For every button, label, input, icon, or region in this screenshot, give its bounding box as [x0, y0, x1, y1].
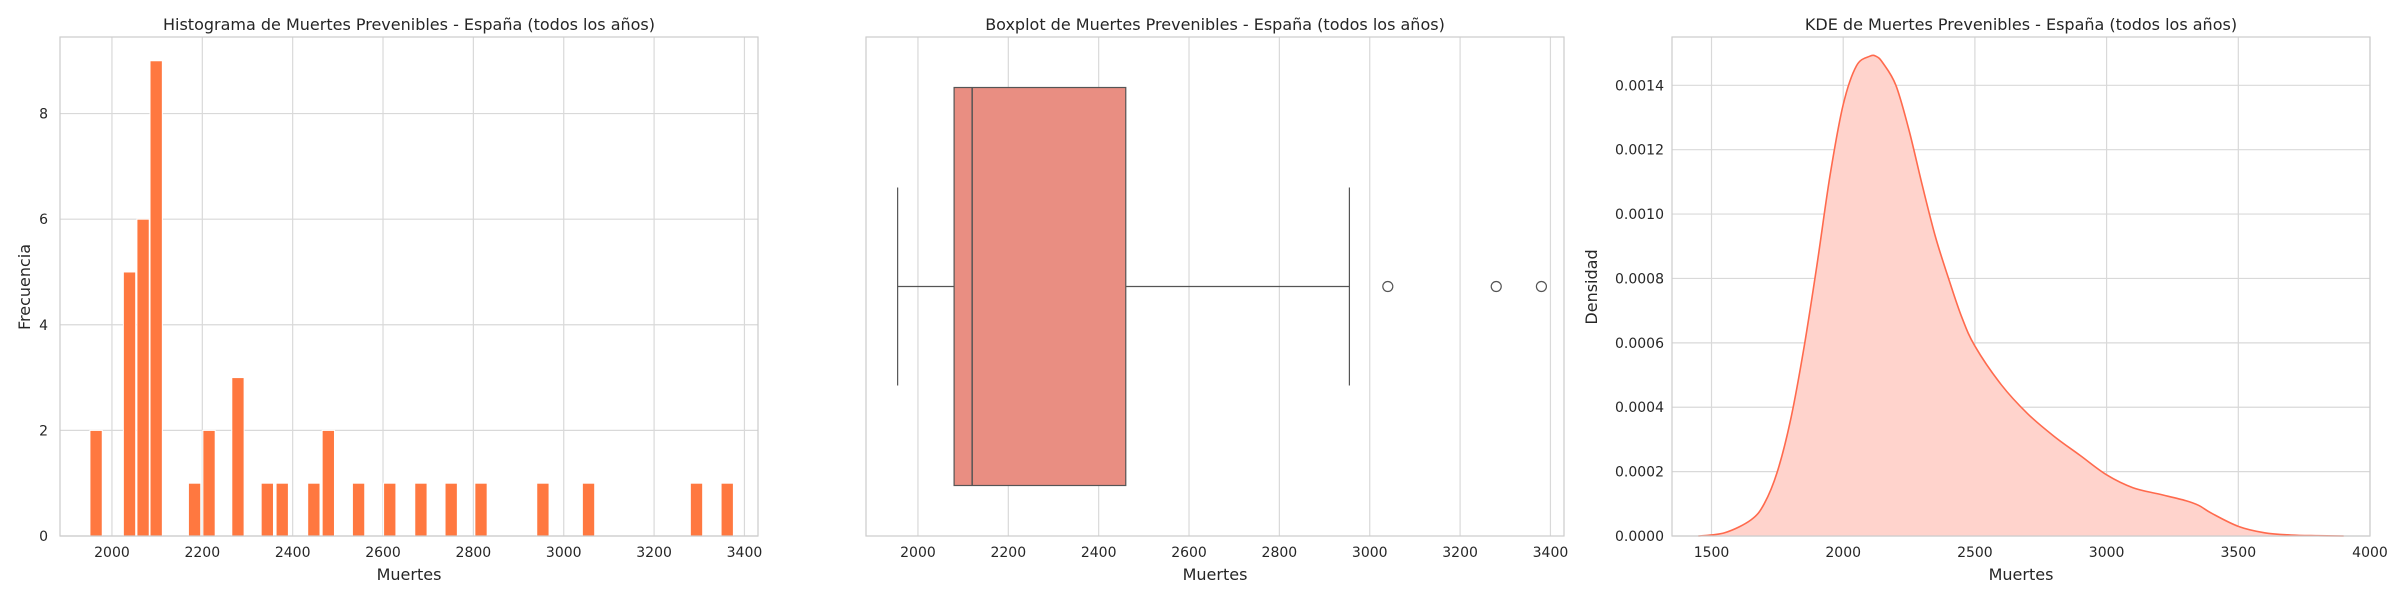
kde-x-tick-label: 2000 — [1825, 545, 1861, 561]
kde-y-ticks: 0.0000 0.0002 0.0004 0.0006 0.0008 0.0010 0.00… — [1615, 78, 1664, 545]
boxplot-marks — [897, 86, 1548, 487]
boxplot-x-label: Muertes — [1183, 565, 1248, 584]
histogram-bar — [122, 271, 137, 537]
histogram-bar — [187, 482, 202, 537]
histogram-x-label: Muertes — [377, 565, 442, 584]
kde-x-tick-label: 3500 — [2220, 545, 2256, 561]
kde-x-tick-label: 2500 — [1957, 545, 1993, 561]
histogram-frame — [59, 36, 759, 537]
histogram-x-ticks: 2000 2200 2400 2600 2800 3000 3200 3400 — [94, 545, 762, 561]
histogram-bar — [689, 482, 704, 537]
kde-y-tick-label: 0.0012 — [1615, 143, 1664, 159]
histogram-bar — [307, 482, 321, 537]
histogram-bar — [351, 482, 366, 537]
kde-title: KDE de Muertes Prevenibles - España (tod… — [1805, 15, 2237, 34]
histogram-y-tick-label: 0 — [39, 529, 48, 545]
boxplot-x-tick-label: 3200 — [1442, 545, 1478, 561]
histogram-y-ticks: 0 2 4 6 8 — [39, 107, 48, 545]
histogram-bar — [231, 377, 245, 537]
histogram-y-tick-label: 4 — [39, 318, 48, 334]
histogram-title: Histograma de Muertes Prevenibles - Espa… — [163, 15, 655, 34]
histogram-bar — [414, 482, 428, 537]
histogram-x-tick-label: 3200 — [636, 545, 672, 561]
kde-y-tick-label: 0.0008 — [1615, 271, 1664, 287]
kde-line — [1698, 54, 2344, 537]
histogram-bar — [136, 218, 150, 537]
histogram-bar — [444, 482, 458, 537]
kde-y-tick-label: 0.0004 — [1615, 400, 1664, 416]
boxplot-x-tick-label: 2200 — [990, 545, 1026, 561]
boxplot-box — [953, 86, 1127, 487]
kde-x-tick-label: 1500 — [1694, 545, 1730, 561]
histogram-y-tick-label: 8 — [39, 107, 48, 123]
boxplot-panel: Boxplot de Muertes Prevenibles - España … — [865, 15, 1568, 584]
boxplot-outlier — [1490, 280, 1502, 293]
histogram-x-tick-label: 2000 — [94, 545, 130, 561]
kde-y-tick-label: 0.0014 — [1615, 78, 1664, 94]
kde-y-tick-label: 0.0006 — [1615, 336, 1664, 352]
boxplot-x-tick-label: 2800 — [1262, 545, 1298, 561]
kde-x-label: Muertes — [1989, 565, 2054, 584]
histogram-bar — [581, 482, 596, 537]
histogram-panel: Histograma de Muertes Prevenibles - Espa… — [15, 15, 762, 584]
histogram-y-tick-label: 2 — [39, 423, 48, 439]
boxplot-title: Boxplot de Muertes Prevenibles - España … — [985, 15, 1445, 34]
kde-area-fill — [1698, 55, 2344, 537]
boxplot-x-ticks: 2000 2200 2400 2600 2800 3000 3200 3400 — [900, 545, 1568, 561]
histogram-bar — [720, 482, 734, 537]
histogram-bar — [260, 482, 274, 537]
kde-x-tick-label: 3000 — [2089, 545, 2125, 561]
kde-x-ticks: 1500 2000 2500 3000 3500 4000 — [1694, 545, 2388, 561]
boxplot-outlier — [1535, 280, 1548, 293]
kde-x-tick-label: 4000 — [2352, 545, 2388, 561]
histogram-y-label: Frecuencia — [15, 244, 34, 330]
histogram-bar — [202, 429, 216, 537]
kde-y-tick-label: 0.0002 — [1615, 465, 1664, 481]
histogram-x-tick-label: 2800 — [456, 545, 492, 561]
boxplot-outlier — [1382, 280, 1394, 293]
kde-y-tick-label: 0.0000 — [1615, 529, 1664, 545]
boxplot-x-tick-label: 3000 — [1352, 545, 1388, 561]
histogram-x-tick-label: 3000 — [546, 545, 582, 561]
histogram-y-tick-label: 6 — [39, 212, 48, 228]
histogram-bars — [89, 60, 734, 537]
kde-frame — [1671, 36, 2371, 537]
boxplot-x-tick-label: 3400 — [1533, 545, 1569, 561]
kde-y-label: Densidad — [1582, 249, 1601, 324]
histogram-x-tick-label: 2600 — [365, 545, 401, 561]
histogram-bar — [474, 482, 488, 537]
kde-marks — [1698, 54, 2344, 537]
histogram-x-tick-label: 3400 — [727, 545, 763, 561]
histogram-x-tick-label: 2400 — [275, 545, 311, 561]
boxplot-frame — [865, 36, 1565, 537]
histogram-bar — [321, 429, 335, 537]
histogram-x-tick-label: 2200 — [184, 545, 220, 561]
kde-y-tick-label: 0.0010 — [1615, 207, 1664, 223]
boxplot-x-tick-label: 2600 — [1171, 545, 1207, 561]
boxplot-x-tick-label: 2000 — [900, 545, 936, 561]
histogram-bar — [536, 482, 550, 537]
histogram-bar — [383, 482, 397, 537]
histogram-bar — [89, 429, 103, 537]
histogram-bar — [275, 482, 289, 537]
kde-panel: KDE de Muertes Prevenibles - España (tod… — [1582, 15, 2388, 584]
histogram-bar — [149, 60, 163, 537]
boxplot-x-tick-label: 2400 — [1081, 545, 1117, 561]
